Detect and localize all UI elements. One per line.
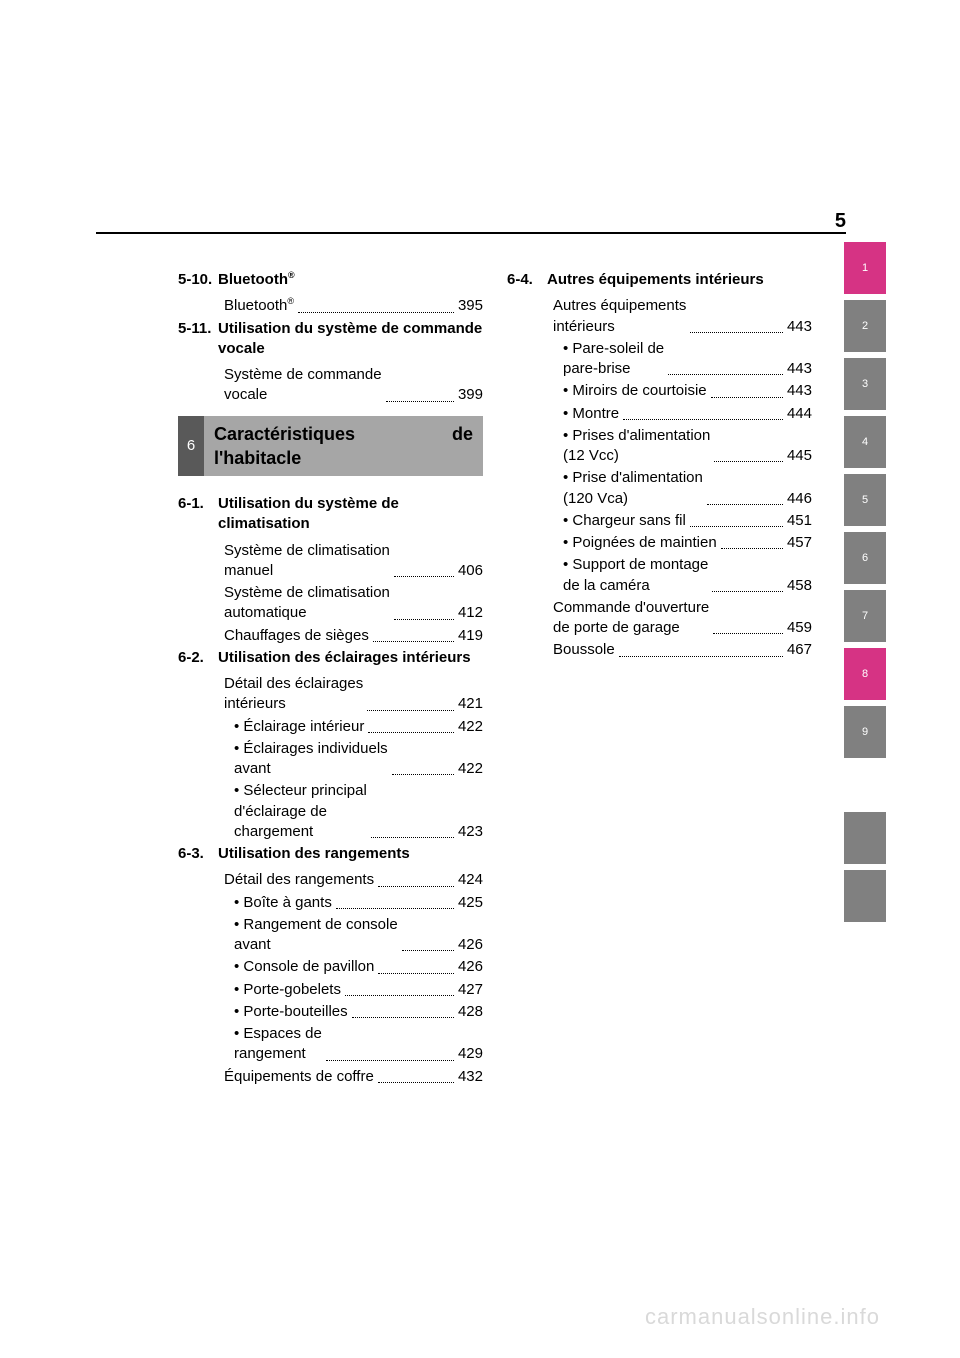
toc-entry[interactable]: • Éclairage intérieur422 <box>234 717 483 737</box>
toc-entry[interactable]: Détail des éclairagesintérieurs421 <box>224 674 483 715</box>
toc-entry[interactable]: • Prises d'alimentation(12 Vcc)445 <box>563 426 812 467</box>
toc-entry[interactable]: • Porte-bouteilles428 <box>234 1002 483 1022</box>
toc-section-heading: 6-4.Autres équipements intérieurs <box>507 270 812 290</box>
toc-entry[interactable]: • Sélecteur principald'éclairage decharg… <box>234 781 483 842</box>
section-tab-1[interactable]: 1 <box>844 242 886 294</box>
section-tab-9[interactable]: 9 <box>844 706 886 758</box>
toc-entry[interactable]: Système de commandevocale399 <box>224 365 483 406</box>
toc-entry[interactable]: • Boîte à gants425 <box>234 893 483 913</box>
toc-entry[interactable]: • Poignées de maintien457 <box>563 533 812 553</box>
section-tab-3[interactable]: 3 <box>844 358 886 410</box>
toc-entry[interactable]: • Chargeur sans fil451 <box>563 511 812 531</box>
section-tab-blank <box>844 870 886 922</box>
toc-entry[interactable]: • Montre444 <box>563 404 812 424</box>
content-columns: 5-10.Bluetooth® Bluetooth®395 5-11.Utilisa… <box>178 270 812 1089</box>
toc-entry[interactable]: Boussole467 <box>553 640 812 660</box>
manual-page: 5 1 2 3 4 5 6 7 8 9 5-10.Bluetooth® Bluetooth®395… <box>0 0 960 1358</box>
toc-section-heading: 5-11.Utilisation du système de commande … <box>178 319 483 360</box>
toc-entry[interactable]: Système de climatisationautomatique412 <box>224 583 483 624</box>
header-rule <box>96 232 846 234</box>
section-tab-4[interactable]: 4 <box>844 416 886 468</box>
chapter-bar: 6Caractéristiquesdel'habitacle <box>178 416 483 477</box>
page-number: 5 <box>835 210 846 233</box>
toc-entry[interactable]: • Rangement de consoleavant426 <box>234 915 483 956</box>
toc-section-heading: 6-2.Utilisation des éclairages intérieur… <box>178 648 483 668</box>
toc-entry[interactable]: Système de climatisationmanuel406 <box>224 541 483 582</box>
toc-entry[interactable]: Équipements de coffre432 <box>224 1067 483 1087</box>
toc-entry[interactable]: • Éclairages individuelsavant422 <box>234 739 483 780</box>
column-right: 6-4.Autres équipements intérieurs Autres … <box>507 270 812 1089</box>
section-tab-7[interactable]: 7 <box>844 590 886 642</box>
toc-entry[interactable]: • Support de montagede la caméra458 <box>563 555 812 596</box>
toc-entry[interactable]: • Porte-gobelets427 <box>234 980 483 1000</box>
section-tabs: 1 2 3 4 5 6 7 8 9 <box>844 242 886 928</box>
section-tab-2[interactable]: 2 <box>844 300 886 352</box>
toc-entry[interactable]: • Console de pavillon426 <box>234 957 483 977</box>
toc-section-heading: 5-10.Bluetooth® <box>178 270 483 290</box>
toc-entry[interactable]: • Prise d'alimentation(120 Vca)446 <box>563 468 812 509</box>
watermark-text: carmanualsonline.info <box>645 1304 880 1330</box>
toc-entry[interactable]: Détail des rangements424 <box>224 870 483 890</box>
toc-entry[interactable]: • Espaces derangement429 <box>234 1024 483 1065</box>
toc-entry[interactable]: Commande d'ouverturede porte de garage45… <box>553 598 812 639</box>
toc-section-heading: 6-3.Utilisation des rangements <box>178 844 483 864</box>
toc-entry[interactable]: • Pare-soleil depare-brise443 <box>563 339 812 380</box>
toc-entry[interactable]: • Miroirs de courtoisie443 <box>563 381 812 401</box>
toc-section-heading: 6-1.Utilisation du système de climatisat… <box>178 494 483 535</box>
section-tab-5[interactable]: 5 <box>844 474 886 526</box>
toc-entry[interactable]: Chauffages de sièges419 <box>224 626 483 646</box>
toc-entry[interactable]: Bluetooth®395 <box>224 296 483 316</box>
toc-entry[interactable]: Autres équipementsintérieurs443 <box>553 296 812 337</box>
section-tab-blank <box>844 812 886 864</box>
section-tab-6[interactable]: 6 <box>844 532 886 584</box>
section-tab-8[interactable]: 8 <box>844 648 886 700</box>
column-left: 5-10.Bluetooth® Bluetooth®395 5-11.Utilisa… <box>178 270 483 1089</box>
